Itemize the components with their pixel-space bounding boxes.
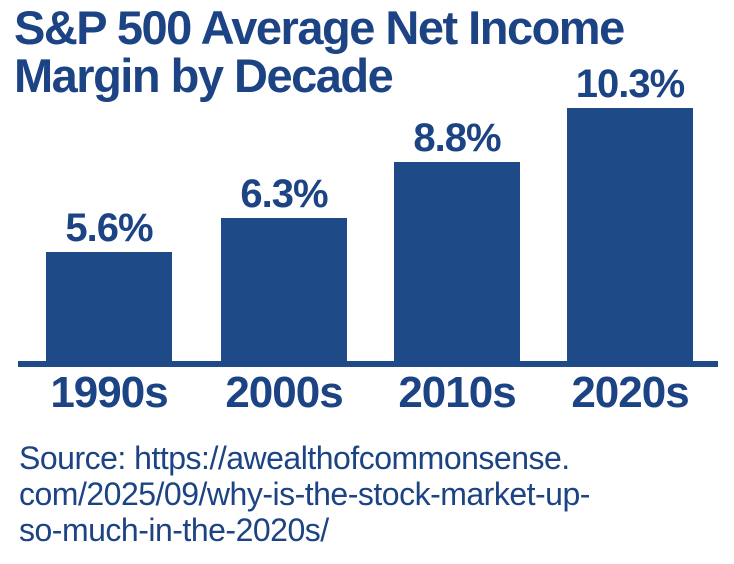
bar-value-label: 6.3%	[240, 172, 328, 216]
x-axis-label: 2020s	[571, 368, 689, 417]
source-line: so-much-in-the-2020s/	[19, 512, 329, 548]
x-axis-label: 2000s	[225, 368, 343, 417]
bar-value-label: 5.6%	[65, 206, 153, 250]
chart-title-line2: Margin by Decade	[14, 48, 394, 102]
source-line: Source: https://awealthofcommonsense.	[19, 440, 570, 476]
x-axis-label: 1990s	[50, 368, 168, 417]
bar-value-label: 8.8%	[413, 116, 501, 160]
x-axis-line	[18, 361, 718, 367]
bar	[567, 108, 693, 361]
bar	[394, 162, 520, 361]
bar	[221, 218, 347, 361]
chart-title-line1: S&P 500 Average Net Income	[14, 1, 625, 54]
bar-value-label: 10.3%	[575, 62, 685, 106]
bar-column: 6.3% 2000s	[221, 0, 347, 564]
bar-column: 5.6% 1990s	[46, 0, 172, 564]
bar-column: 8.8% 2010s	[394, 0, 520, 564]
source-citation: Source: https://awealthofcommonsense. co…	[19, 440, 590, 548]
x-axis-label: 2010s	[398, 368, 516, 417]
source-line: com/2025/09/why-is-the-stock-market-up-	[19, 476, 590, 512]
bar	[46, 252, 172, 361]
bar-column: 10.3% 2020s	[567, 0, 693, 564]
chart-title: S&P 500 Average Net Income Margin by Dec…	[14, 1, 625, 102]
